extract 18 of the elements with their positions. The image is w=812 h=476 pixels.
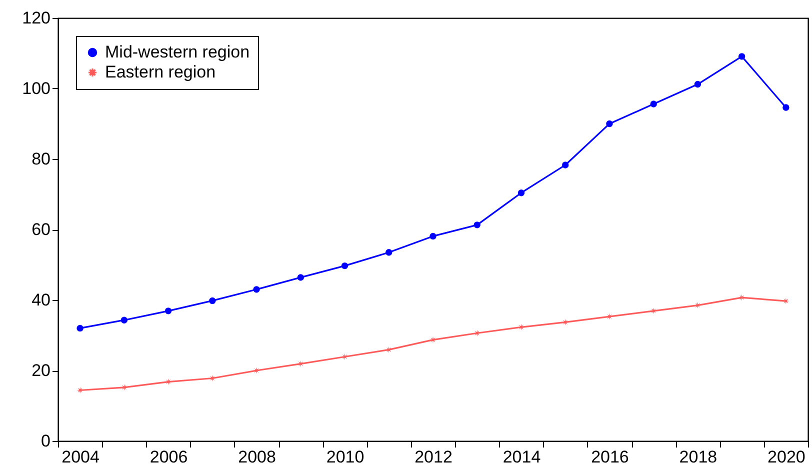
- x-tick-label: 2010: [326, 448, 364, 466]
- x-tick-label: 2008: [238, 448, 276, 466]
- y-tick-label: 120: [22, 8, 50, 28]
- x-tick-label: 2006: [150, 448, 188, 466]
- y-tick-label: 0: [41, 432, 50, 450]
- y-tick-label: 60: [32, 220, 50, 239]
- legend-label: Eastern region: [105, 62, 216, 82]
- x-tick-label: 2004: [62, 448, 100, 466]
- y-tick-label: 80: [32, 150, 50, 168]
- y-tick-label: 40: [32, 290, 50, 310]
- x-tick-label: 2012: [414, 448, 452, 466]
- legend-label: Mid-western region: [105, 42, 250, 62]
- x-tick-label: 2020: [768, 448, 806, 466]
- y-tick-label: 100: [22, 79, 50, 98]
- x-tick-label: 2016: [591, 448, 629, 466]
- y-tick-label: 20: [32, 361, 50, 380]
- x-tick-label: 2014: [502, 448, 541, 466]
- x-tick-label: 2018: [679, 448, 718, 466]
